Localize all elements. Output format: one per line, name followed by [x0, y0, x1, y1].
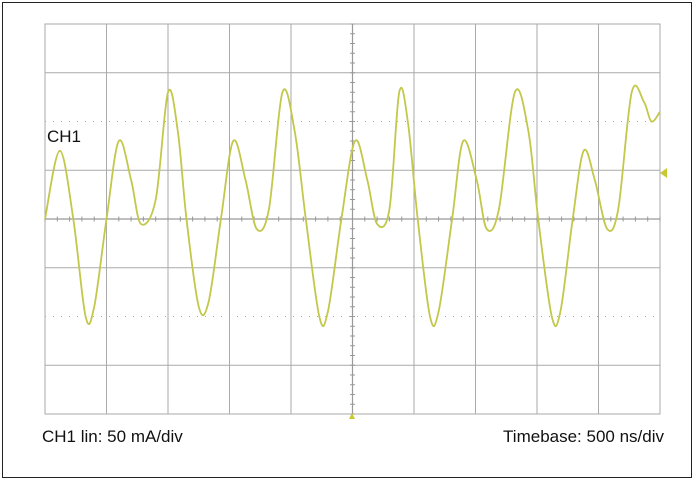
channel-label: CH1 [47, 127, 82, 146]
ch1-trace [44, 84, 661, 327]
vertical-scale-label: CH1 lin: 50 mA/div [42, 427, 183, 446]
center-axes [44, 23, 661, 415]
scope-frame [2, 2, 692, 478]
timebase-label: Timebase: 500 ns/div [503, 427, 664, 446]
ch1-level-marker [660, 168, 667, 178]
trigger-marker [349, 413, 355, 419]
